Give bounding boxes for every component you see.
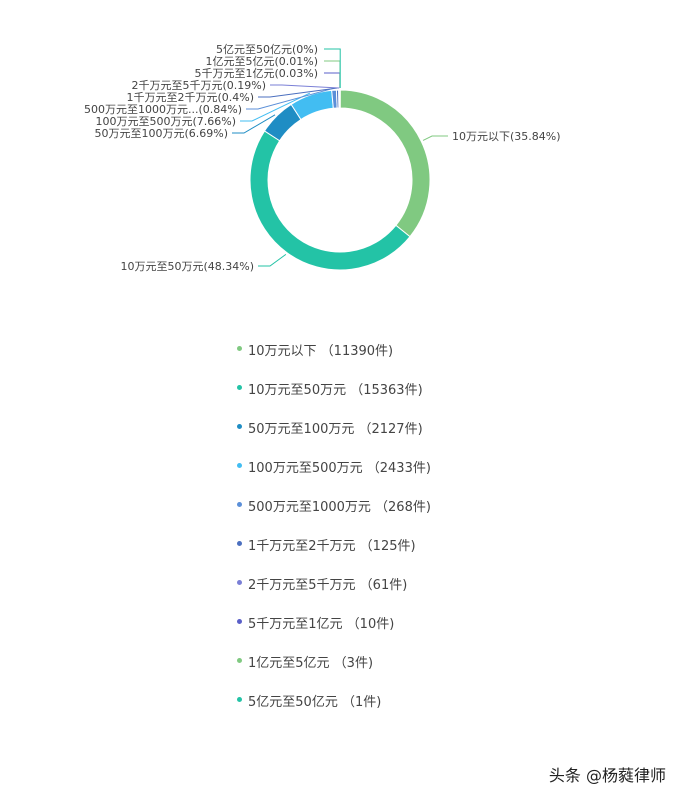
legend-item[interactable]: 1千万元至2千万元 （125件) bbox=[237, 535, 431, 574]
label-leader-line bbox=[324, 72, 341, 89]
legend-item[interactable]: 100万元至500万元 （2433件) bbox=[237, 457, 431, 496]
legend-dot-icon bbox=[237, 541, 242, 546]
legend-dot-icon bbox=[237, 580, 242, 585]
legend-label: 2千万元至5千万元 （61件) bbox=[248, 578, 408, 593]
label-leader-line bbox=[258, 253, 287, 267]
legend-dot-icon bbox=[237, 697, 242, 702]
legend-label: 5千万元至1亿元 （10件) bbox=[248, 617, 395, 632]
label-leader-line bbox=[258, 87, 338, 98]
legend-dot-icon bbox=[237, 346, 242, 351]
slice-label: 1千万元至2千万元(0.4%) bbox=[126, 91, 254, 104]
legend-item[interactable]: 2千万元至5千万元 （61件) bbox=[237, 574, 431, 613]
donut-slice[interactable] bbox=[249, 130, 411, 271]
legend-dot-icon bbox=[237, 619, 242, 624]
donut-slice[interactable] bbox=[339, 89, 431, 238]
legend-label: 5亿元至50亿元 （1件) bbox=[248, 695, 382, 710]
slice-label: 50万元至100万元(6.69%) bbox=[94, 127, 228, 140]
legend-item[interactable]: 10万元至50万元 （15363件) bbox=[237, 379, 431, 418]
legend-label: 500万元至1000万元 （268件) bbox=[248, 500, 431, 515]
legend-dot-icon bbox=[237, 502, 242, 507]
legend-dot-icon bbox=[237, 424, 242, 429]
label-leader-line bbox=[240, 92, 311, 122]
slice-label: 10万元至50万元(48.34%) bbox=[120, 260, 254, 273]
label-leader-line bbox=[324, 60, 341, 88]
legend-label: 1亿元至5亿元 （3件) bbox=[248, 656, 374, 671]
legend-item[interactable]: 50万元至100万元 （2127件) bbox=[237, 418, 431, 457]
label-leader-line bbox=[324, 48, 341, 89]
legend-item[interactable]: 1亿元至5亿元 （3件) bbox=[237, 652, 431, 691]
label-leader-line bbox=[270, 84, 340, 89]
legend-item[interactable]: 500万元至1000万元 （268件) bbox=[237, 496, 431, 535]
label-leader-line bbox=[422, 135, 448, 141]
legend-dot-icon bbox=[237, 463, 242, 468]
donut-chart: 10万元以下(35.84%) 10万元至50万元(48.34%) 50万元至100万… bbox=[84, 43, 561, 273]
slice-label: 10万元以下(35.84%) bbox=[452, 130, 561, 143]
label-leader-line bbox=[232, 114, 276, 134]
slice-label: 5千万元至1亿元(0.03%) bbox=[194, 67, 318, 80]
legend-item[interactable]: 5亿元至50亿元 （1件) bbox=[237, 691, 431, 730]
legend-label: 50万元至100万元 （2127件) bbox=[248, 422, 423, 437]
slice-label: 100万元至500万元(7.66%) bbox=[95, 115, 236, 128]
legend-item[interactable]: 10万元以下 （11390件) bbox=[237, 340, 431, 379]
legend-item[interactable]: 5千万元至1亿元 （10件) bbox=[237, 613, 431, 652]
slice-label: 2千万元至5千万元(0.19%) bbox=[131, 79, 266, 92]
legend-label: 10万元以下 （11390件) bbox=[248, 344, 394, 359]
label-leader-line bbox=[246, 87, 335, 110]
legend-label: 1千万元至2千万元 （125件) bbox=[248, 539, 416, 554]
legend-dot-icon bbox=[237, 385, 242, 390]
slice-label: 1亿元至5亿元(0.01%) bbox=[205, 55, 318, 68]
watermark: 头条 @杨蕤律师 bbox=[548, 766, 666, 785]
legend-label: 10万元至50万元 （15363件) bbox=[248, 383, 423, 398]
legend-label: 100万元至500万元 （2433件) bbox=[248, 461, 431, 476]
legend-dot-icon bbox=[237, 658, 242, 663]
slice-label: 5亿元至50亿元(0%) bbox=[216, 43, 318, 56]
slice-label: 500万元至1000万元...(0.84%) bbox=[84, 103, 242, 116]
legend: 10万元以下 （11390件) 10万元至50万元 （15363件) 50万元至10… bbox=[237, 340, 431, 730]
